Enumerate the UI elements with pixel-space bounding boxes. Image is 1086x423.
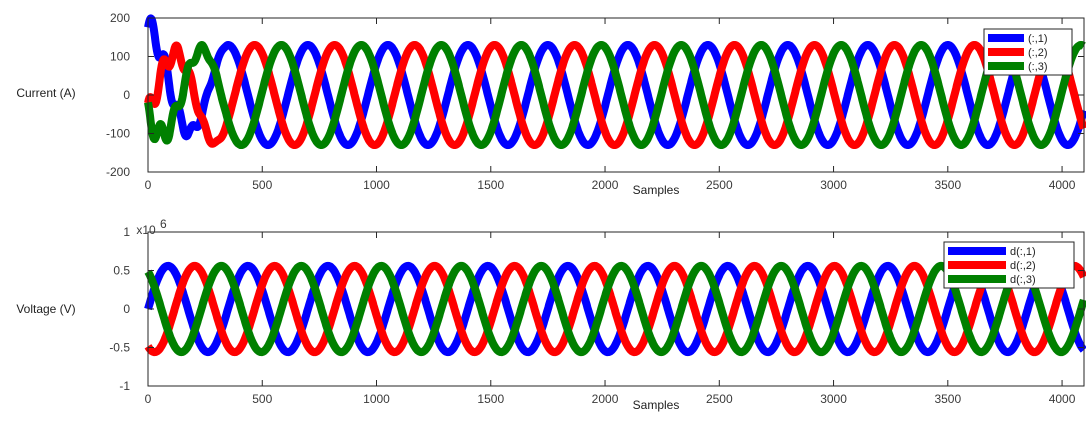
x-tick-label: 0 [145,392,152,406]
y-tick-label: 0.5 [113,264,130,278]
legend-entry-label: (:,1) [1028,33,1048,45]
x-tick-label: 4000 [1049,392,1076,406]
series-line-3 [144,261,1086,357]
x-tick-label: 2500 [706,178,733,192]
legend-entry-label: d(:,1) [1010,246,1036,258]
y-axis-label: Voltage (V) [16,302,75,316]
x-tick-label: 3500 [934,392,961,406]
y-exponent-label: x10 [136,223,156,237]
x-axis-label: Samples [633,183,680,197]
x-tick-label: 1500 [477,178,504,192]
y-tick-label: 200 [110,11,130,25]
series-line-2 [144,41,1086,149]
x-tick-label: 2500 [706,392,733,406]
y-tick-label: 100 [110,50,130,64]
legend-entry-label: (:,2) [1028,47,1048,59]
x-tick-label: 0 [145,178,152,192]
x-tick-label: 2000 [592,392,619,406]
x-tick-label: 2000 [592,178,619,192]
y-tick-label: -1 [119,379,130,393]
y-tick-label: 1 [123,225,130,239]
x-tick-label: 4000 [1049,178,1076,192]
x-tick-label: 1000 [363,178,390,192]
legend: d(:,1) d(:,2) d(:,3) [943,241,1075,289]
y-axis-label: Current (A) [16,86,75,100]
y-tick-label: 0 [123,88,130,102]
y-tick-label: -100 [106,127,130,141]
series-line-3 [144,41,1086,149]
x-tick-label: 500 [252,178,272,192]
chart-panel-2: 0 500 1000 1500 2000 2500 3000 3500 4000 1 0.5 0 -0.… [16,217,1086,412]
legend-entry-label: d(:,2) [1010,260,1036,272]
legend-entry-label: d(:,3) [1010,274,1036,286]
x-tick-label: 3000 [820,392,847,406]
y-tick-label: 0 [123,302,130,316]
x-tick-label: 500 [252,392,272,406]
x-tick-label: 1000 [363,392,390,406]
chart-panel-1: 0 500 1000 1500 2000 2500 3000 3500 40002001000-… [16,11,1086,197]
x-axis-label: Samples [633,398,680,412]
y-exponent-power: 6 [160,217,167,231]
series-line-1 [144,261,1086,357]
x-tick-label: 3000 [820,178,847,192]
y-tick-label: -200 [106,165,130,179]
x-tick-label: 1500 [477,392,504,406]
legend: (:,1) (:,2) (:,3) [983,28,1073,76]
legend-entry-label: (:,3) [1028,61,1048,73]
x-tick-label: 3500 [934,178,961,192]
y-tick-label: -0.5 [109,341,130,355]
